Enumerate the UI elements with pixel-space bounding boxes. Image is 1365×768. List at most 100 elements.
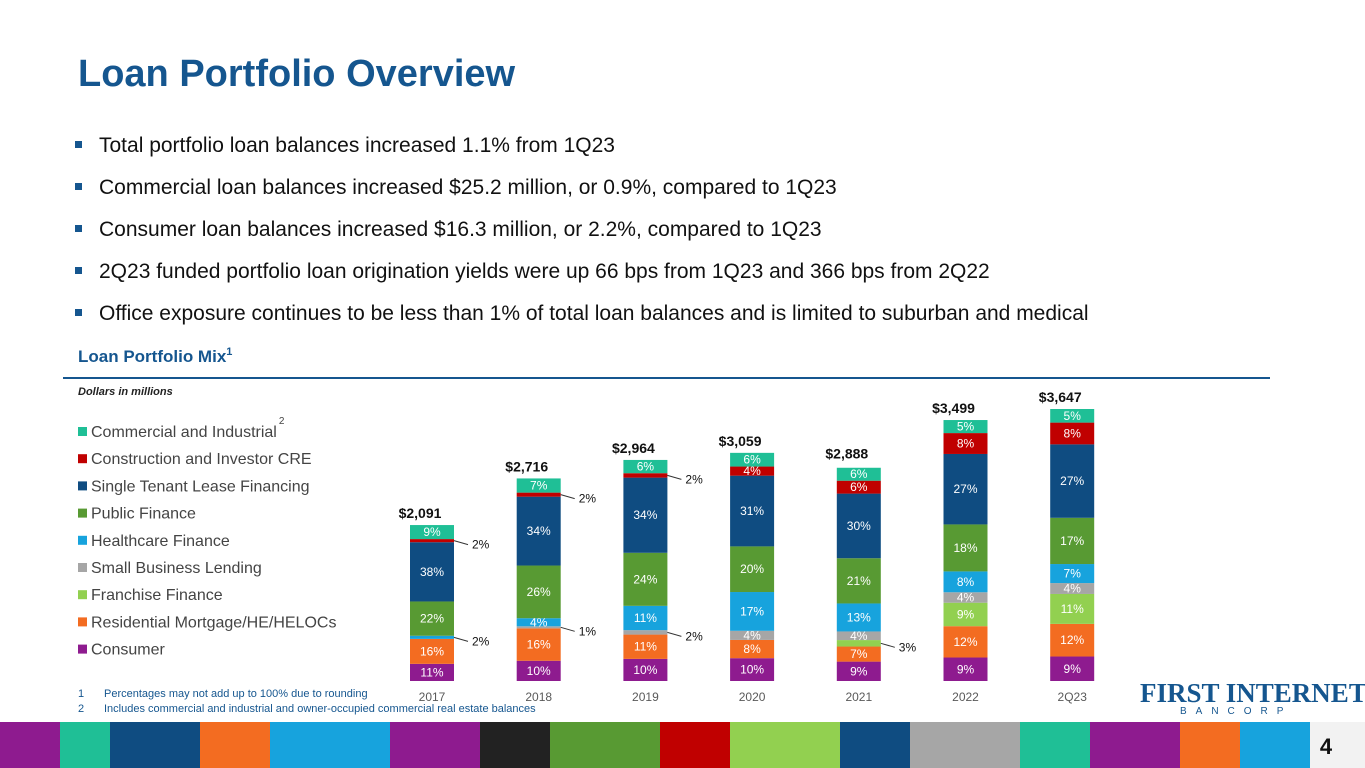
bar-segment <box>730 546 775 593</box>
bar-segment <box>516 618 561 627</box>
value-label: 17% <box>1060 534 1084 548</box>
legend-swatch <box>78 427 87 436</box>
legend-label: Public Finance <box>91 506 196 523</box>
bar-segment <box>730 452 775 467</box>
bar-segment <box>410 638 454 664</box>
footnote-text: Includes commercial and industrial and o… <box>104 703 536 715</box>
legend-label: Construction and Investor CRE <box>91 451 312 468</box>
bar-segment <box>836 467 881 481</box>
legend-swatch <box>78 481 87 491</box>
x-tick-label: 2Q23 <box>1058 690 1088 704</box>
bullet-marker <box>75 141 82 148</box>
legend-swatch <box>78 508 87 518</box>
bar-segment <box>516 628 561 661</box>
callout-line <box>667 631 682 637</box>
legend-swatch <box>78 617 87 627</box>
total-label: $3,059 <box>719 433 762 449</box>
value-label: 6% <box>743 453 761 467</box>
value-label: 17% <box>740 604 764 618</box>
legend-swatch <box>78 644 87 654</box>
value-label: 8% <box>957 437 975 451</box>
logo-sub: BANCORP <box>1180 706 1292 717</box>
bar-segment <box>836 646 881 662</box>
legend-label: Single Tenant Lease Financing <box>91 478 310 495</box>
value-label: 8% <box>957 575 975 589</box>
bar-segment <box>516 565 561 619</box>
bullet-text: Commercial loan balances increased $25.2… <box>99 176 837 199</box>
value-label: 31% <box>740 504 764 518</box>
slide-title: Loan Portfolio Overview <box>78 53 516 95</box>
value-label: 26% <box>527 585 551 599</box>
legend-label: Commercial and Industrial <box>91 424 277 441</box>
value-label: 2% <box>685 472 703 486</box>
footnote-text: Percentages may not add up to 100% due t… <box>104 688 368 700</box>
bar-segment <box>516 660 561 681</box>
bar-segment <box>730 639 775 659</box>
bar-segment <box>410 542 454 602</box>
bar-segment <box>943 420 988 434</box>
callout-line <box>453 636 469 642</box>
value-label: 1% <box>579 624 597 638</box>
bar-segment <box>836 631 881 641</box>
bar-segment <box>410 601 454 636</box>
legend-swatch <box>78 454 87 464</box>
value-label: 2% <box>472 538 490 552</box>
bar-segment <box>410 635 454 639</box>
bar-segment <box>730 466 775 476</box>
x-tick-label: 2021 <box>845 690 872 704</box>
bar-segment <box>943 433 988 454</box>
total-label: $3,647 <box>1039 389 1082 405</box>
bar-segment <box>623 658 668 681</box>
value-label: 10% <box>633 663 657 677</box>
bar-segment <box>516 496 561 566</box>
legend-label: Small Business Lending <box>91 560 262 577</box>
bar-segment <box>410 539 454 543</box>
value-label: 18% <box>953 541 977 555</box>
bar-segment <box>730 658 775 681</box>
value-label: 4% <box>743 464 761 478</box>
value-label: 16% <box>420 644 444 658</box>
value-label: 12% <box>1060 633 1084 647</box>
value-label: 9% <box>1064 662 1082 676</box>
bar-segment <box>836 493 881 559</box>
value-label: 5% <box>1064 409 1082 423</box>
total-label: $2,716 <box>505 458 548 474</box>
page-number: 4 <box>1320 734 1333 759</box>
bar-segment <box>1050 656 1095 681</box>
value-label: 9% <box>423 525 441 539</box>
value-label: 5% <box>957 420 975 434</box>
callout-line <box>560 494 575 500</box>
value-label: 4% <box>1064 582 1082 596</box>
bar-segment <box>1050 444 1095 518</box>
bar-segment <box>836 640 881 647</box>
bar-segment <box>730 475 775 547</box>
bullet-marker <box>75 309 82 316</box>
value-label: 4% <box>530 615 548 629</box>
value-label: 2% <box>685 629 703 643</box>
footnote-number: 1 <box>78 688 84 700</box>
legend-label: Healthcare Finance <box>91 533 230 550</box>
value-label: 34% <box>527 524 551 538</box>
bar-segment <box>1050 409 1095 423</box>
value-label: 11% <box>1061 602 1084 616</box>
value-label: 6% <box>637 460 655 474</box>
value-label: 6% <box>850 467 868 481</box>
bar-segment <box>623 552 668 606</box>
value-label: 10% <box>527 664 551 678</box>
bar-segment <box>623 630 668 635</box>
legend-label: Residential Mortgage/HE/HELOCs <box>91 614 336 631</box>
decor-strip <box>0 722 1365 768</box>
value-label: 22% <box>420 612 444 626</box>
bar-segment <box>943 657 988 681</box>
value-label: 7% <box>850 647 868 661</box>
value-label: 4% <box>743 628 761 642</box>
section-title: Loan Portfolio Mix1 <box>78 346 232 366</box>
total-label: $2,888 <box>825 446 868 462</box>
x-tick-label: 2018 <box>525 690 552 704</box>
bullet-marker <box>75 225 82 232</box>
value-label: 11% <box>634 611 657 625</box>
bar-segment <box>516 626 561 629</box>
value-label: 6% <box>850 480 868 494</box>
callout-line <box>453 540 469 546</box>
